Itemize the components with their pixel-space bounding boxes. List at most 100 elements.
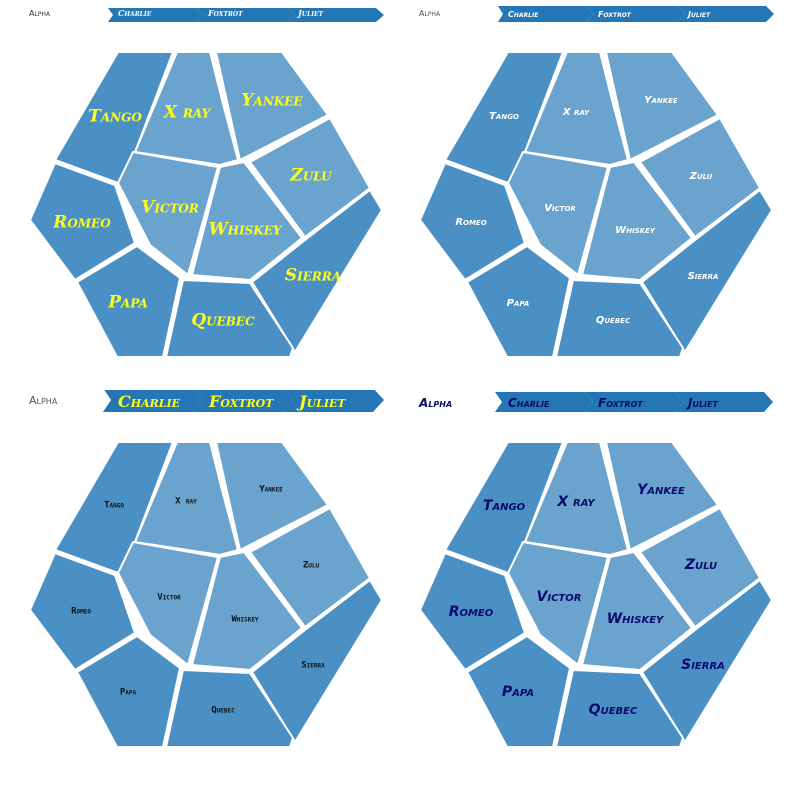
breadcrumb-juliet-shape[interactable] xyxy=(283,390,384,412)
breadcrumb: Alpha Charlie Foxtrot Juliet xyxy=(419,6,774,22)
label-yankee: Yankee xyxy=(259,485,283,495)
panel-black-mono: Alpha Charlie Foxtrot Juliet Tango X ray… xyxy=(0,390,400,790)
cell-romeo[interactable] xyxy=(419,552,526,671)
label-xray: X ray xyxy=(562,107,590,118)
breadcrumb-foxtrot-shape[interactable] xyxy=(586,6,686,22)
label-victor: Victor xyxy=(544,203,576,214)
cell-zulu[interactable] xyxy=(639,117,761,238)
breadcrumb-charlie-shape[interactable] xyxy=(495,392,593,412)
breadcrumb-item-charlie[interactable]: Charlie xyxy=(118,8,152,18)
cell-whiskey[interactable] xyxy=(581,161,693,281)
breadcrumb-charlie-shape[interactable] xyxy=(103,390,203,412)
cell-whiskey[interactable] xyxy=(191,161,303,281)
label-tango: Tango xyxy=(489,111,519,122)
label-tango: Tango xyxy=(483,498,526,514)
breadcrumb-charlie-shape[interactable] xyxy=(108,8,204,22)
label-victor: Victor xyxy=(157,593,181,603)
label-tango: Tango xyxy=(88,107,142,127)
cell-whiskey[interactable] xyxy=(581,551,693,671)
cell-zulu[interactable] xyxy=(249,117,371,238)
label-romeo: Romeo xyxy=(71,607,91,617)
breadcrumb-item-juliet[interactable]: Juliet xyxy=(686,396,719,410)
label-quebec: Quebec xyxy=(589,702,638,718)
label-whiskey: Whiskey xyxy=(615,225,656,236)
cell-zulu[interactable] xyxy=(639,507,761,628)
cell-papa[interactable] xyxy=(76,635,181,748)
cell-quebec[interactable] xyxy=(555,669,684,748)
cell-quebec[interactable] xyxy=(165,669,294,748)
label-romeo: Romeo xyxy=(449,604,494,620)
breadcrumb-item-foxtrot[interactable]: Foxtrot xyxy=(208,392,274,411)
cell-zulu[interactable] xyxy=(249,507,371,628)
cell-papa[interactable] xyxy=(466,635,571,748)
breadcrumb-item-foxtrot[interactable]: Foxtrot xyxy=(598,10,632,19)
cell-sierra[interactable] xyxy=(641,189,773,353)
cell-labels: Tango X ray Yankee Zulu Romeo Victor Whi… xyxy=(449,482,725,718)
breadcrumb-item-foxtrot[interactable]: Foxtrot xyxy=(207,8,243,18)
breadcrumb-juliet-shape[interactable] xyxy=(288,8,384,22)
cell-yankee[interactable] xyxy=(605,51,719,161)
breadcrumb-foxtrot-shape[interactable] xyxy=(192,390,294,412)
cell-quebec[interactable] xyxy=(555,279,684,358)
breadcrumb-root[interactable]: Alpha xyxy=(29,394,58,407)
label-sierra: Sierra xyxy=(688,271,719,282)
label-whiskey: Whiskey xyxy=(231,615,258,625)
cell-papa[interactable] xyxy=(466,245,571,358)
breadcrumb-charlie-shape[interactable] xyxy=(498,6,594,22)
cell-yankee[interactable] xyxy=(215,441,329,551)
cell-romeo[interactable] xyxy=(29,162,136,281)
breadcrumb: Alpha Charlie Foxtrot Juliet xyxy=(29,390,384,412)
breadcrumb-foxtrot-shape[interactable] xyxy=(584,392,684,412)
cell-quebec[interactable] xyxy=(165,279,294,358)
breadcrumb-foxtrot-shape[interactable] xyxy=(196,8,296,22)
breadcrumb-item-juliet[interactable]: Juliet xyxy=(686,10,711,19)
cell-sierra[interactable] xyxy=(251,189,383,353)
breadcrumb-item-charlie[interactable]: Charlie xyxy=(118,392,181,411)
label-zulu: Zulu xyxy=(684,557,717,573)
cell-romeo[interactable] xyxy=(419,162,526,281)
breadcrumb-root[interactable]: Alpha xyxy=(419,9,441,18)
cell-yankee[interactable] xyxy=(215,51,329,161)
breadcrumb-root[interactable]: Alpha xyxy=(29,9,51,18)
breadcrumb-item-juliet[interactable]: Juliet xyxy=(296,392,346,411)
breadcrumb-juliet-shape[interactable] xyxy=(678,6,774,22)
cell-romeo[interactable] xyxy=(29,552,136,671)
breadcrumb-juliet-shape[interactable] xyxy=(675,392,773,412)
label-papa: Papa xyxy=(502,684,534,700)
cell-victor[interactable] xyxy=(507,151,609,276)
label-zulu: Zulu xyxy=(289,166,333,186)
label-yankee: Yankee xyxy=(644,95,678,106)
voronoi-diagram: Alpha Charlie Foxtrot Juliet Tango X ray… xyxy=(418,392,773,748)
label-quebec: Quebec xyxy=(191,311,255,331)
label-yankee: Yankee xyxy=(637,482,685,498)
panel-yellow-serif: Alpha Charlie Foxtrot Juliet Tango X ray… xyxy=(0,0,400,400)
label-sierra: Sierra xyxy=(681,657,725,673)
label-zulu: Zulu xyxy=(689,171,713,182)
cell-papa[interactable] xyxy=(76,245,181,358)
breadcrumb-item-juliet[interactable]: Juliet xyxy=(296,8,324,18)
breadcrumb-item-charlie[interactable]: Charlie xyxy=(508,396,550,410)
breadcrumb-item-charlie[interactable]: Charlie xyxy=(508,10,539,19)
cell-victor[interactable] xyxy=(117,151,219,276)
cell-sierra[interactable] xyxy=(641,579,773,743)
cells xyxy=(29,51,383,358)
cells xyxy=(419,51,773,358)
cell-sierra[interactable] xyxy=(251,579,383,743)
breadcrumb-root[interactable]: Alpha xyxy=(418,396,452,410)
label-quebec: Quebec xyxy=(596,315,631,326)
breadcrumb: Alpha Charlie Foxtrot Juliet xyxy=(29,8,384,22)
breadcrumb-item-foxtrot[interactable]: Foxtrot xyxy=(598,396,643,410)
breadcrumb: Alpha Charlie Foxtrot Juliet xyxy=(418,392,773,412)
label-sierra: Sierra xyxy=(285,266,341,286)
cell-whiskey[interactable] xyxy=(191,551,303,671)
label-sierra: Sierra xyxy=(301,661,325,671)
label-romeo: Romeo xyxy=(52,213,111,233)
cell-victor[interactable] xyxy=(507,541,609,666)
panel-white-sans: Alpha Charlie Foxtrot Juliet Tango X ray… xyxy=(390,0,790,400)
cell-labels: Tango X ray Yankee Zulu Romeo Victor Whi… xyxy=(52,91,341,331)
cell-victor[interactable] xyxy=(117,541,219,666)
cell-labels: Tango X ray Yankee Zulu Romeo Victor Whi… xyxy=(455,95,718,326)
label-romeo: Romeo xyxy=(455,217,486,228)
label-tango: Tango xyxy=(104,501,124,511)
cell-yankee[interactable] xyxy=(605,441,719,551)
